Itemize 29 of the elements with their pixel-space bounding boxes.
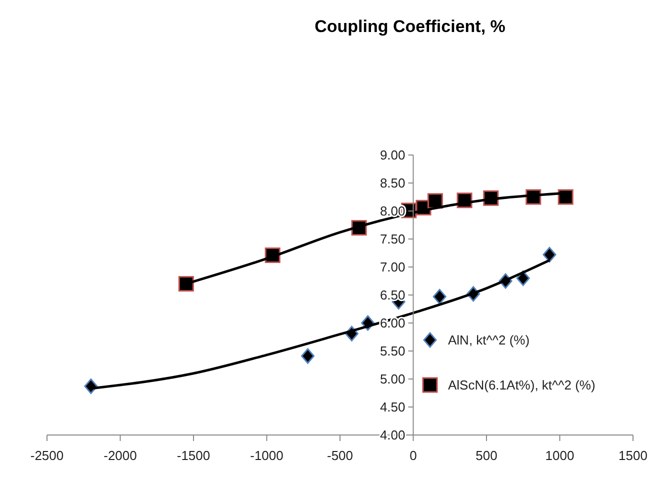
point (427, 193, 443, 209)
y-tick-label: 5.00 (380, 372, 406, 387)
x-tick-label: -2000 (104, 448, 137, 463)
point (301, 348, 315, 364)
y-tick-label: 6.50 (380, 288, 406, 303)
x-tick-label: -1000 (250, 448, 284, 463)
legend-label: AlScN(6.1At%), kt^^2 (%) (448, 378, 596, 393)
y-tick-label: 8.50 (380, 176, 406, 191)
x-tick-label: -500 (326, 448, 354, 463)
point (516, 270, 530, 286)
legend-label: AlN, kt^^2 (%) (448, 332, 530, 348)
y-tick-label: 7.00 (380, 260, 406, 275)
x-tick-label: -2500 (30, 448, 64, 463)
point (178, 276, 194, 292)
point (542, 246, 556, 262)
point (432, 288, 446, 304)
point (558, 189, 574, 205)
y-tick-label: 9.00 (380, 148, 406, 163)
x-tick-label: -1500 (176, 448, 210, 463)
y-tick-label: 5.50 (380, 344, 406, 359)
y-tick-label: 6.00 (380, 316, 406, 331)
y-tick-label: 4.50 (380, 400, 406, 415)
x-tick-label: 500 (476, 448, 498, 463)
y-tick-label: 7.50 (380, 232, 406, 247)
x-tick-label: 0 (410, 448, 417, 463)
y-tick-label: 4.00 (380, 428, 406, 443)
x-tick-label: 1500 (618, 448, 648, 463)
x-tick-label: 1000 (545, 448, 574, 463)
chart-title: Coupling Coefficient, % (314, 17, 506, 36)
